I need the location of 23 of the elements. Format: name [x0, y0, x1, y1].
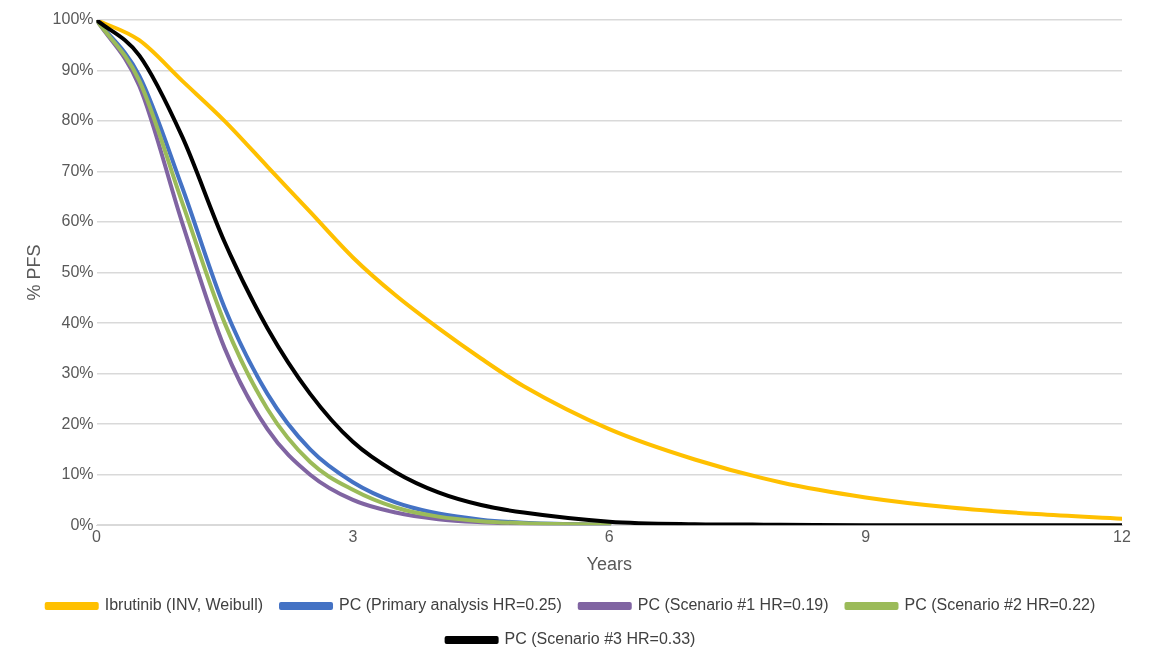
x-axis-title: Years: [586, 554, 632, 575]
y-tick-label: 60%: [61, 212, 94, 230]
y-tick-label: 10%: [61, 465, 94, 483]
y-tick-label: 30%: [61, 364, 94, 382]
y-tick-label: 40%: [61, 313, 94, 331]
y-tick-label: 70%: [61, 161, 94, 179]
y-tick-label: 100%: [52, 10, 94, 28]
y-tick-label: 80%: [61, 111, 94, 129]
x-tick-label: 0: [92, 528, 102, 546]
y-tick-label: 0%: [70, 515, 94, 533]
legend-label: PC (Scenario #2 HR=0.22): [904, 596, 1096, 614]
y-tick-label: 90%: [61, 60, 94, 78]
y-tick-label: 50%: [61, 263, 94, 281]
legend-label: PC (Scenario #1 HR=0.19): [637, 596, 829, 614]
y-tick-label: 20%: [61, 414, 94, 432]
x-tick-label: 9: [861, 528, 871, 546]
legend-label: PC (Primary analysis HR=0.25): [339, 596, 562, 614]
x-tick-label: 3: [348, 528, 358, 546]
legend-label: PC (Scenario #3 HR=0.33): [504, 630, 696, 648]
x-tick-label: 6: [604, 528, 614, 546]
x-tick-label: 12: [1113, 528, 1131, 546]
legend-label: Ibrutinib (INV, Weibull): [104, 596, 264, 614]
y-axis-title: % PFS: [23, 244, 44, 301]
